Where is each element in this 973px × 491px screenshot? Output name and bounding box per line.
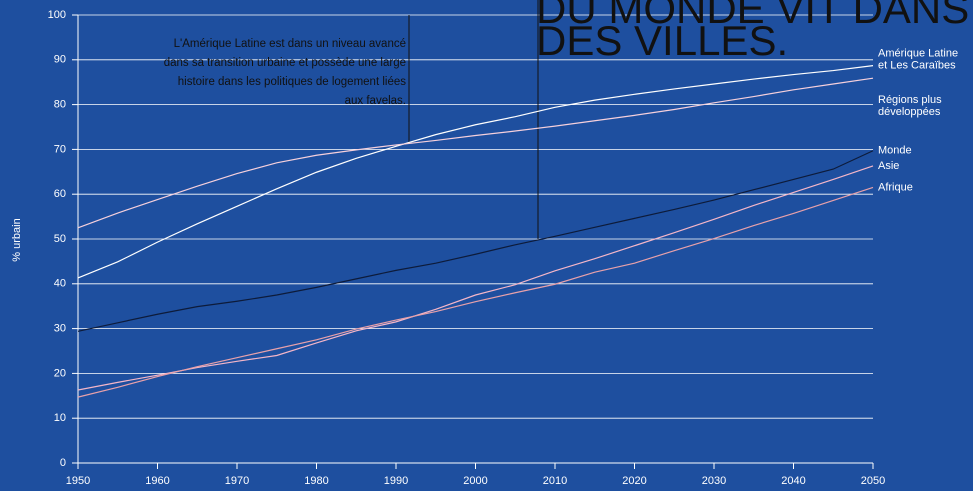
y-tick-label: 80: [54, 99, 66, 111]
y-tick-label: 100: [48, 9, 66, 21]
legend-label: Asie: [878, 160, 899, 172]
x-tick-label: 1980: [304, 475, 328, 487]
legend-label: Afrique: [878, 181, 913, 193]
x-tick-label: 1970: [225, 475, 249, 487]
x-tick-label: 2040: [781, 475, 805, 487]
x-tick-label: 1960: [145, 475, 169, 487]
series-line: [77, 150, 874, 332]
legend-label: Amérique Latine et Les Caraïbes: [878, 48, 958, 72]
x-tick-label: 2010: [543, 475, 567, 487]
series-line: [77, 65, 874, 279]
legend-line: et Les Caraïbes: [878, 60, 956, 72]
y-tick-label: 0: [60, 457, 66, 469]
legend-label: Régions plus développées: [878, 94, 942, 118]
y-tick-label: 90: [54, 54, 66, 66]
y-axis-label: % urbain: [11, 218, 23, 261]
series-line: [77, 186, 874, 398]
y-tick-label: 40: [54, 278, 66, 290]
annotation: dans sa transition urbaine et possède un…: [164, 57, 406, 69]
legend-line: Régions plus: [878, 94, 942, 106]
y-tick-label: 10: [54, 412, 66, 424]
y-tick-label: 60: [54, 188, 66, 200]
series-line: [77, 77, 874, 229]
headline: DU MONDE VIT DANS: [536, 0, 969, 32]
legend-line: développées: [878, 106, 941, 118]
x-tick-label: 2050: [861, 475, 885, 487]
series-line: [77, 165, 874, 391]
y-tick-label: 70: [54, 143, 66, 155]
legend-label: Monde: [878, 145, 912, 157]
annotation: L'Amérique Latine est dans un niveau ava…: [174, 38, 406, 50]
y-tick-label: 50: [54, 233, 66, 245]
legend-line: Amérique Latine: [878, 48, 958, 60]
annotation: aux favelas.: [345, 95, 406, 107]
x-tick-label: 1950: [66, 475, 90, 487]
x-tick-label: 1990: [384, 475, 408, 487]
x-tick-label: 2000: [463, 475, 487, 487]
annotation: histoire dans les politiques de logement…: [178, 76, 406, 88]
headline: DES VILLES.: [536, 17, 788, 64]
x-tick-label: 2030: [702, 475, 726, 487]
y-tick-label: 20: [54, 367, 66, 379]
y-tick-label: 30: [54, 323, 66, 335]
x-tick-label: 2020: [622, 475, 646, 487]
